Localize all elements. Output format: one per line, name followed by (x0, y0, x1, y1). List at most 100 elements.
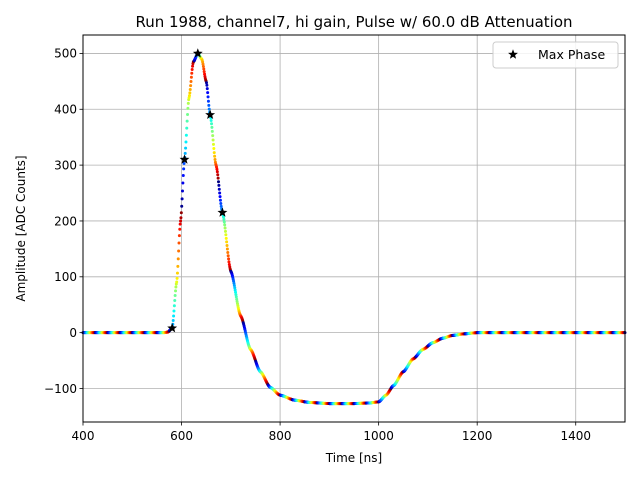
waveform-point (213, 154, 217, 158)
waveform-point (177, 241, 181, 245)
waveform-point (174, 285, 178, 289)
waveform-point (175, 280, 179, 284)
waveform-point (202, 70, 206, 74)
waveform-point (184, 146, 188, 150)
waveform-point (181, 174, 185, 178)
waveform-point (227, 257, 231, 261)
waveform-point (218, 191, 222, 195)
waveform-point (181, 181, 185, 185)
y-tick-label: 200 (54, 214, 77, 228)
waveform-point (179, 216, 183, 220)
waveform-point (223, 223, 227, 227)
legend-box (492, 41, 619, 69)
waveform-point (180, 204, 184, 208)
waveform-point (235, 297, 239, 301)
waveform-point (172, 304, 176, 308)
x-tick-label: 400 (72, 429, 95, 443)
y-tick-label: 400 (54, 103, 77, 117)
waveform-point (206, 91, 210, 95)
waveform-point (215, 167, 219, 171)
waveform-point (216, 176, 220, 180)
waveform-point (174, 289, 178, 293)
waveform-point (223, 226, 227, 230)
waveform-point (211, 138, 215, 142)
waveform-point (205, 87, 209, 91)
waveform-point (205, 81, 208, 85)
waveform-point (173, 299, 177, 302)
max-phase-point (192, 48, 203, 58)
max-phase-point (167, 322, 178, 333)
waveform-point (190, 71, 194, 75)
waveform-point (213, 158, 217, 161)
waveform-point (211, 142, 215, 146)
waveform-point (178, 227, 182, 231)
waveform-point (225, 247, 229, 251)
waveform-point (217, 180, 220, 184)
waveform-point (177, 249, 181, 253)
waveform-point (212, 151, 216, 155)
waveform-point (225, 243, 229, 247)
waveform-point (177, 234, 181, 238)
waveform-point (172, 314, 176, 318)
waveform-point (207, 107, 211, 111)
waveform-point (179, 219, 183, 223)
waveform-point (180, 197, 184, 201)
waveform-point (224, 233, 228, 237)
x-axis-label: Time [ns] (325, 451, 382, 465)
waveform-point (185, 119, 189, 123)
waveform-point (222, 217, 226, 221)
waveform-point (187, 94, 191, 98)
waveform-point (182, 162, 186, 166)
waveform-point (222, 220, 226, 224)
waveform-point (207, 103, 211, 107)
max-phase-point (217, 207, 228, 217)
waveform-point (181, 189, 184, 193)
waveform-point (218, 195, 222, 199)
waveform-point (222, 215, 226, 219)
waveform-point (201, 64, 205, 68)
waveform-point (188, 91, 192, 95)
plot-frame (82, 34, 626, 423)
waveform-point (185, 126, 189, 130)
waveform-point (184, 133, 188, 137)
max-phase-point (179, 154, 190, 164)
waveform-point (206, 99, 210, 103)
chart-title: Run 1988, channel7, hi gain, Pulse w/ 60… (135, 13, 572, 31)
waveform-point (233, 286, 237, 290)
max-phase-series (167, 48, 228, 333)
waveform-point (190, 67, 194, 71)
y-axis-label: Amplitude [ADC Counts] (14, 155, 28, 301)
waveform-point (227, 260, 231, 264)
waveform-point (202, 67, 206, 71)
x-tick-label: 600 (170, 429, 193, 443)
waveform-point (227, 262, 231, 266)
waveform-point (219, 204, 223, 208)
waveform-point (233, 288, 237, 292)
waveform-point (171, 318, 175, 322)
waveform-point (176, 257, 180, 261)
waveform-point (175, 271, 179, 275)
waveform-point (210, 129, 214, 133)
waveform-point (223, 229, 227, 233)
waveform-point (226, 250, 230, 254)
waveform-point (188, 87, 192, 91)
legend: Max Phase (492, 41, 619, 69)
waveform-point (209, 118, 213, 122)
waveform-point (232, 283, 236, 287)
waveform-point (211, 134, 215, 138)
y-tick-label: −100 (44, 382, 77, 396)
waveform-point (203, 72, 207, 76)
waveform-point (225, 240, 229, 244)
waveform-point (212, 147, 216, 151)
waveform-point (176, 264, 180, 268)
waveform-point (175, 276, 179, 280)
x-tick-label: 1200 (462, 429, 493, 443)
waveform-point (217, 187, 221, 191)
waveform-point (217, 183, 221, 187)
waveform-point (178, 222, 182, 226)
waveform-point (234, 295, 238, 299)
x-tick-label: 800 (269, 429, 292, 443)
waveform-point (224, 236, 228, 240)
